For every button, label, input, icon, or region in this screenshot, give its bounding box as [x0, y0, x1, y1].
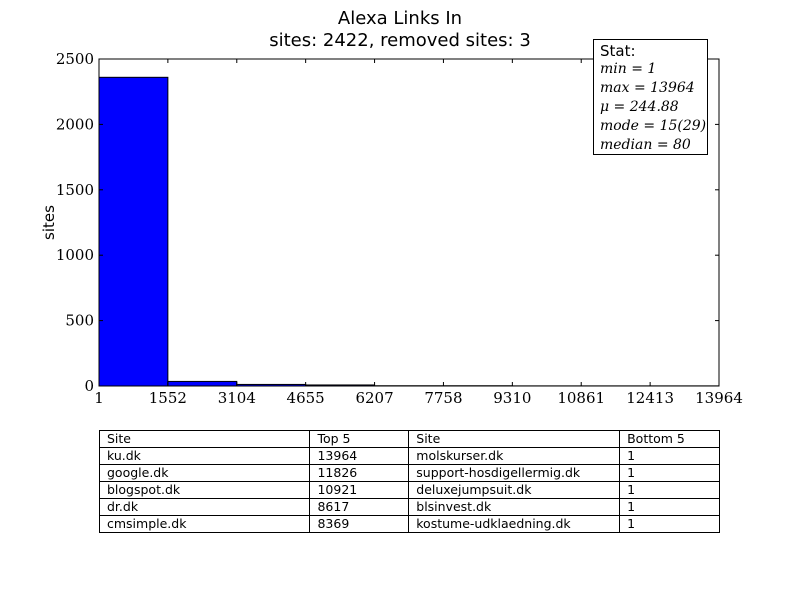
table-header-cell: Top 5 [309, 430, 410, 448]
x-tick-label: 3104 [218, 389, 256, 407]
x-tick-label: 1 [94, 389, 104, 407]
table-cell: deluxejumpsuit.dk [408, 481, 621, 499]
stats-box: Stat: min = 1 max = 13964 μ = 244.88 mod… [593, 39, 708, 155]
table-cell: 1 [619, 498, 720, 516]
stat-mode: mode = 15(29) [600, 118, 707, 134]
x-tick-label: 10861 [557, 389, 605, 407]
y-tick-label: 2000 [56, 115, 94, 133]
table-cell: google.dk [98, 464, 311, 482]
x-tick-label: 6207 [355, 389, 393, 407]
y-tick-label: 2500 [56, 50, 94, 68]
chart-title: Alexa Links In [337, 8, 463, 29]
table-cell: 10921 [309, 481, 410, 499]
y-tick-label: 1000 [56, 246, 94, 264]
stat-mean: μ = 244.88 [600, 99, 679, 115]
table-cell: cmsimple.dk [98, 515, 311, 533]
table-cell: blogspot.dk [98, 481, 311, 499]
x-tick-label: 13964 [695, 389, 743, 407]
y-axis-label: sites [40, 205, 58, 240]
table-cell: 1 [619, 515, 720, 533]
table-cell: support-hosdigellermig.dk [408, 464, 621, 482]
table-header-cell: Site [408, 430, 621, 448]
table-cell: 8369 [309, 515, 410, 533]
table-cell: 11826 [309, 464, 410, 482]
table-cell: 1 [619, 464, 720, 482]
y-tick-label: 1500 [56, 181, 94, 199]
table-cell: 1 [619, 481, 720, 499]
y-tick-label: 500 [65, 312, 94, 330]
table-row: google.dk 11826 support-hosdigellermig.d… [98, 464, 720, 482]
table-cell: 1 [619, 447, 720, 465]
table-row: cmsimple.dk 8369 kostume-udklaedning.dk … [98, 515, 720, 533]
table-cell: blsinvest.dk [408, 498, 621, 516]
table-cell: 13964 [309, 447, 410, 465]
histogram-bar [98, 76, 169, 387]
table-cell: dr.dk [98, 498, 311, 516]
x-tick-label: 12413 [626, 389, 674, 407]
histogram-bar [167, 380, 238, 387]
x-tick-label: 4655 [287, 389, 325, 407]
stat-median: median = 80 [600, 137, 691, 153]
y-tick-label: 0 [84, 377, 94, 395]
table-cell: ku.dk [98, 447, 311, 465]
table-row: dr.dk 8617 blsinvest.dk 1 [98, 498, 720, 516]
table-header-cell: Site [98, 430, 311, 448]
histogram-chart: 1 1552 3104 4655 6207 7758 9310 10861 12413 13964… [40, 50, 743, 407]
x-tick-label: 7758 [424, 389, 462, 407]
table-row: ku.dk 13964 molskurser.dk 1 [98, 447, 720, 465]
table-header-cell: Bottom 5 [619, 430, 720, 448]
plot-frame [98, 58, 720, 387]
x-tick-label: 9310 [493, 389, 531, 407]
top-bottom-table: Site Top 5 Site Bottom 5 ku.dk 13964 mol… [98, 430, 720, 533]
table-header-row: Site Top 5 Site Bottom 5 [98, 430, 720, 448]
chart-subtitle: sites: 2422, removed sites: 3 [269, 30, 531, 51]
stats-heading: Stat: [600, 42, 636, 60]
table-cell: 8617 [309, 498, 410, 516]
stat-max: max = 13964 [600, 80, 695, 96]
table-cell: kostume-udklaedning.dk [408, 515, 621, 533]
stat-min: min = 1 [600, 61, 657, 77]
table-cell: molskurser.dk [408, 447, 621, 465]
x-tick-label: 1552 [149, 389, 187, 407]
table-row: blogspot.dk 10921 deluxejumpsuit.dk 1 [98, 481, 720, 499]
